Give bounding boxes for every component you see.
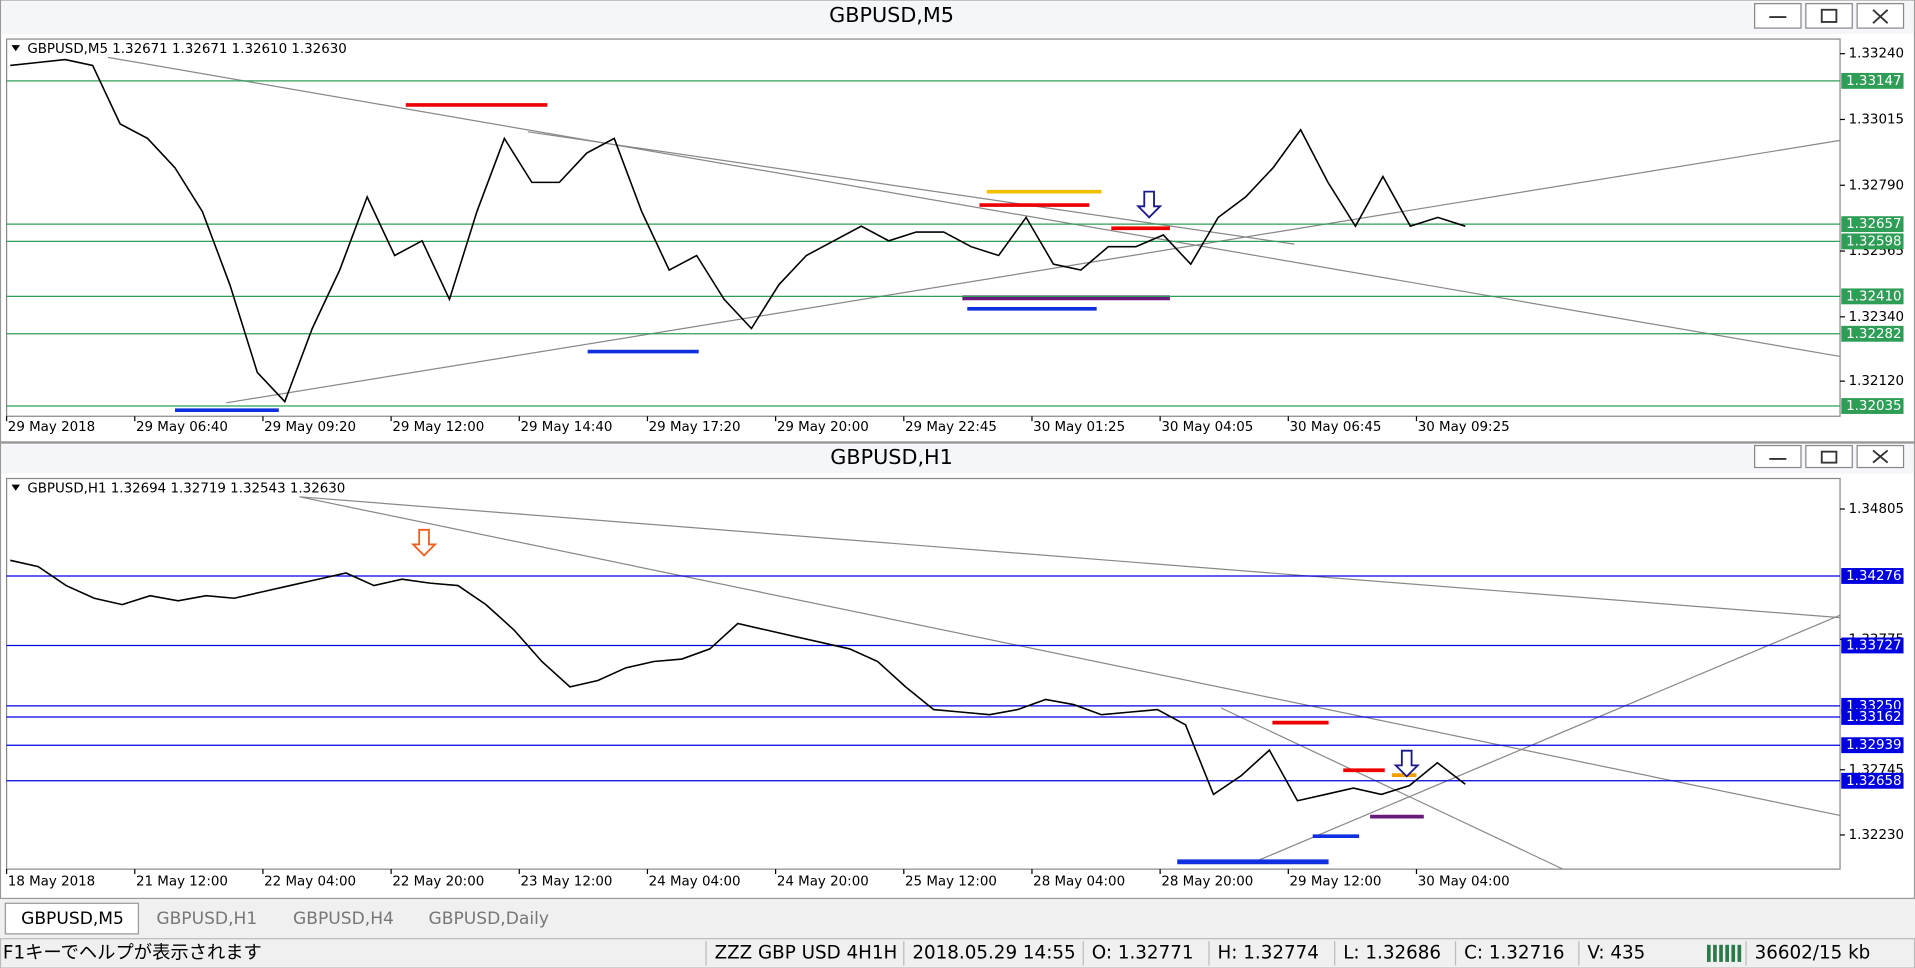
price-line <box>10 559 1466 802</box>
info-triangle <box>11 484 21 491</box>
minimize-button[interactable] <box>1753 444 1802 469</box>
time-label: 30 May 01:25 <box>1033 420 1125 435</box>
status-text: ZZZ GBP USD 4H1H <box>715 942 898 963</box>
title-bar <box>1 1 1914 35</box>
price-tick-label: 1.34805 <box>1849 502 1904 517</box>
tab-label: GBPUSD,M5 <box>21 909 124 929</box>
chart-area <box>5 477 1841 870</box>
time-label: 24 May 04:00 <box>649 874 741 889</box>
time-label: 29 May 14:40 <box>520 420 612 435</box>
price-tick-label: 1.32230 <box>1849 828 1904 843</box>
price-level-box <box>1841 709 1904 725</box>
status-bar <box>0 938 1915 968</box>
button-icons <box>1769 8 1889 464</box>
time-label: 29 May 2018 <box>8 420 95 435</box>
status-text: V: 435 <box>1587 942 1645 963</box>
status-text: H: 1.32774 <box>1218 942 1319 963</box>
price-level-box <box>1841 233 1904 250</box>
window-title: GBPUSD,M5 <box>829 3 954 27</box>
price-level-label: 1.32282 <box>1846 327 1901 342</box>
price-level-label: 1.32658 <box>1846 774 1901 789</box>
tab-bar <box>0 900 1915 938</box>
title-bar <box>1 444 1914 474</box>
time-label: 30 May 04:00 <box>1418 874 1510 889</box>
price-level-label: 1.32598 <box>1846 234 1901 249</box>
price-level-label: 1.33147 <box>1846 74 1901 89</box>
time-label: 28 May 20:00 <box>1161 874 1253 889</box>
chart-info: GBPUSD,M5 1.32671 1.32671 1.32610 1.3263… <box>27 42 346 57</box>
status-text: C: 1.32716 <box>1464 942 1564 963</box>
chart-info: GBPUSD,H1 1.32694 1.32719 1.32543 1.3263… <box>27 481 345 496</box>
arrows <box>410 190 1420 778</box>
price-level-box <box>1841 216 1904 233</box>
time-label: 30 May 04:05 <box>1161 420 1253 435</box>
price-level-label: 1.32035 <box>1846 399 1901 414</box>
price-tick-label: 1.32790 <box>1849 178 1904 193</box>
price-level-box <box>1841 325 1904 342</box>
status-text: 2018.05.29 14:55 <box>912 942 1075 963</box>
price-level-box <box>1841 772 1904 789</box>
price-level-label: 1.33162 <box>1846 710 1901 725</box>
time-label: 29 May 17:20 <box>649 420 741 435</box>
price-tick-label: 1.32340 <box>1849 310 1904 325</box>
price-tick-label: 1.33240 <box>1849 47 1904 62</box>
status-text: O: 1.32771 <box>1092 942 1194 963</box>
time-label: 29 May 12:00 <box>392 420 484 435</box>
price-level-label: 1.32410 <box>1846 289 1901 304</box>
price-level-label: 1.32657 <box>1846 217 1901 232</box>
time-label: 28 May 04:00 <box>1033 874 1125 889</box>
trend-lines <box>107 56 1841 870</box>
maximize-button[interactable] <box>1805 3 1853 29</box>
time-label: 29 May 22:45 <box>905 420 997 435</box>
time-label: 22 May 04:00 <box>264 874 356 889</box>
status-text: 36602/15 kb <box>1755 942 1871 963</box>
connection-icon <box>1706 944 1742 962</box>
time-label: 30 May 09:25 <box>1418 420 1510 435</box>
price-level-box <box>1841 568 1904 584</box>
time-label: 23 May 12:00 <box>520 874 612 889</box>
time-label: 21 May 12:00 <box>136 874 228 889</box>
time-label: 25 May 12:00 <box>905 874 997 889</box>
price-level-label: 1.33727 <box>1846 638 1901 653</box>
time-label: 29 May 20:00 <box>777 420 869 435</box>
time-label: 22 May 20:00 <box>392 874 484 889</box>
status-text: L: 1.32686 <box>1343 942 1441 963</box>
price-level-box <box>1841 72 1904 89</box>
tab-label: GBPUSD,H1 <box>156 909 257 929</box>
time-label: 18 May 2018 <box>8 874 95 889</box>
window-title: GBPUSD,H1 <box>830 445 953 469</box>
markers <box>175 103 1424 865</box>
price-tick-label: 1.32120 <box>1849 374 1904 389</box>
minimize-button[interactable] <box>1753 3 1802 29</box>
tab-label: GBPUSD,Daily <box>429 909 549 929</box>
time-label: 29 May 06:40 <box>136 420 228 435</box>
active-tab[interactable] <box>4 902 140 935</box>
time-label: 24 May 20:00 <box>777 874 869 889</box>
price-level-box <box>1841 737 1904 754</box>
maximize-button[interactable] <box>1805 444 1853 469</box>
info-triangle <box>11 45 21 52</box>
price-tick-label: 1.33015 <box>1849 112 1904 127</box>
price-level-box <box>1841 288 1904 305</box>
time-label: 29 May 12:00 <box>1290 874 1382 889</box>
time-label: 30 May 06:45 <box>1290 420 1382 435</box>
price-line <box>10 58 1466 404</box>
price-level-label: 1.32939 <box>1846 738 1901 753</box>
tab-label: GBPUSD,H4 <box>293 909 394 929</box>
chart-area <box>5 38 1841 417</box>
status-text: F1キーでヘルプが表示されます <box>3 942 262 963</box>
price-level-box <box>1841 398 1904 414</box>
price-level-box <box>1841 637 1904 654</box>
plots <box>6 58 1841 802</box>
time-label: 29 May 09:20 <box>264 420 356 435</box>
price-level-label: 1.34276 <box>1846 569 1901 584</box>
